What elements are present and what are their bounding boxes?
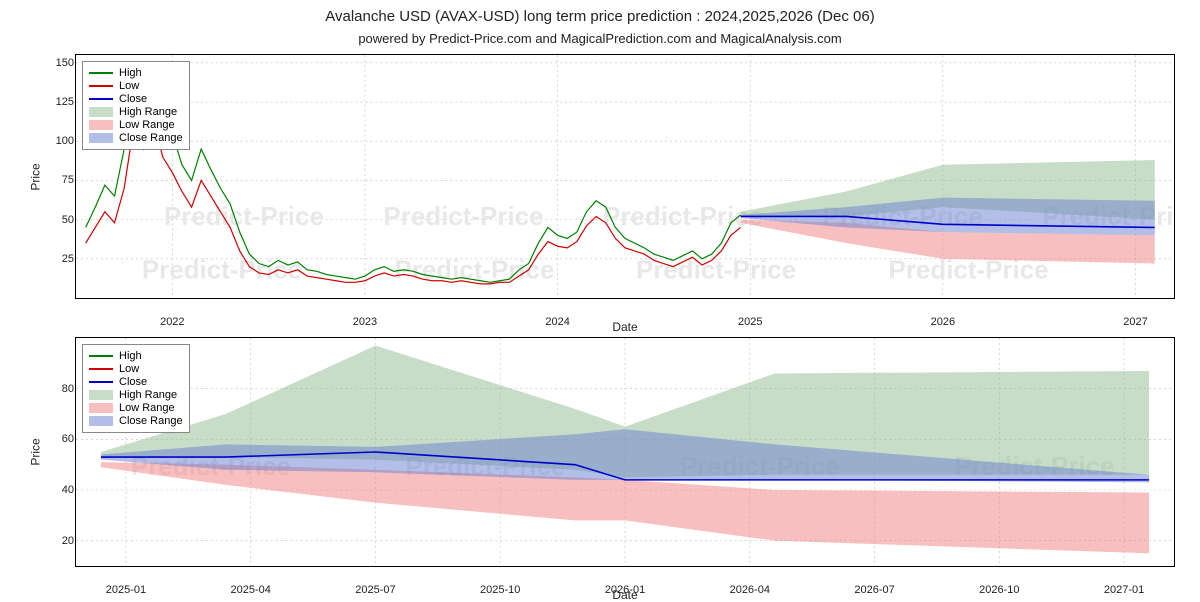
legend-high-range: High Range: [89, 106, 183, 118]
legend-close: Close: [89, 376, 183, 388]
bottom-y-axis: 20406080: [40, 338, 74, 566]
legend-close: Close: [89, 93, 183, 105]
legend-low-range: Low Range: [89, 402, 183, 414]
legend-low: Low: [89, 80, 183, 92]
svg-text:Predict-Price: Predict-Price: [889, 257, 1049, 285]
svg-text:Predict-Price: Predict-Price: [636, 257, 796, 285]
bottom-legend: High Low Close High Range Low Range Clos…: [82, 344, 190, 433]
top-x-label: Date: [612, 320, 637, 334]
bottom-plot-svg: Predict-PricePredict-PricePredict-PriceP…: [76, 338, 1174, 566]
legend-high-range: High Range: [89, 389, 183, 401]
top-legend: High Low Close High Range Low Range Clos…: [82, 61, 190, 150]
top-plot-svg: Predict-PricePredict-PricePredict-PriceP…: [76, 55, 1174, 298]
svg-text:Predict-Price: Predict-Price: [164, 203, 324, 231]
svg-text:Predict-Price: Predict-Price: [603, 203, 763, 231]
legend-high: High: [89, 350, 183, 362]
chart-title: Avalanche USD (AVAX-USD) long term price…: [325, 8, 874, 25]
top-y-axis: 255075100125150: [40, 55, 74, 298]
legend-close-range: Close Range: [89, 415, 183, 427]
svg-text:Predict-Price: Predict-Price: [383, 203, 543, 231]
chart-subtitle: powered by Predict-Price.com and Magical…: [358, 31, 841, 46]
bottom-chart: Price 20406080 Predict-PricePredict-Pric…: [75, 337, 1175, 567]
top-chart: Price 255075100125150 Predict-PricePredi…: [75, 54, 1175, 299]
legend-close-range: Close Range: [89, 132, 183, 144]
legend-high: High: [89, 67, 183, 79]
legend-low: Low: [89, 363, 183, 375]
legend-low-range: Low Range: [89, 119, 183, 131]
